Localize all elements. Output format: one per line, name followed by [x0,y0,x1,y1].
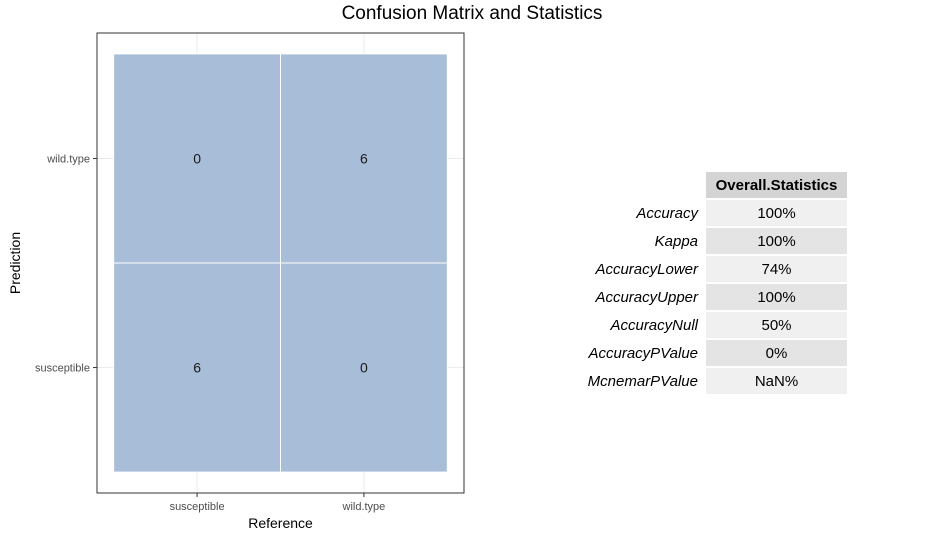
matrix-cell [113,262,281,473]
cell-count-label: 0 [360,360,368,376]
row-value: 100% [706,284,847,310]
cell-count-label: 6 [193,360,201,376]
matrix-cell [113,53,281,264]
table-corner [566,172,706,198]
row-value: 74% [706,256,847,282]
matrix-cell [280,262,448,473]
row-value: 100% [706,228,847,254]
row-value: 0% [706,340,847,366]
panel-border [96,32,465,494]
row-value: 50% [706,312,847,338]
row-name: AccuracyLower [595,260,698,278]
row-value: 100% [706,200,847,226]
cell-count-label: 0 [193,150,201,166]
y-axis-title: Prediction [7,232,23,294]
row-name: AccuracyPValue [588,344,699,362]
matrix-cell [280,53,448,264]
table-row: AccuracyPValue 0% [566,340,847,366]
table-row: McnemarPValue NaN% [566,368,847,394]
row-name: McnemarPValue [587,372,698,390]
table-row: Kappa 100% [566,228,847,254]
row-name: Accuracy [636,204,698,222]
row-value: NaN% [706,368,847,394]
row-name: AccuracyUpper [595,288,698,306]
x-axis-title: Reference [248,515,313,531]
y-tick-label: wild.type [46,153,90,165]
cell-count-label: 6 [360,150,368,166]
y-tick-label: susceptible [35,363,90,375]
table-row: Accuracy 100% [566,200,847,226]
row-name: AccuracyNull [610,316,698,334]
chart-title: Confusion Matrix and Statistics [341,3,603,24]
table-row: AccuracyNull 50% [566,312,847,338]
statistics-table: Overall.Statistics Accuracy 100% Kappa 1… [566,170,847,396]
table-header: Overall.Statistics [706,172,847,198]
table-row: AccuracyUpper 100% [566,284,847,310]
x-tick-label: susceptible [170,501,225,513]
row-name: Kappa [654,232,698,250]
table-row: AccuracyLower 74% [566,256,847,282]
x-tick-label: wild.type [342,501,386,513]
